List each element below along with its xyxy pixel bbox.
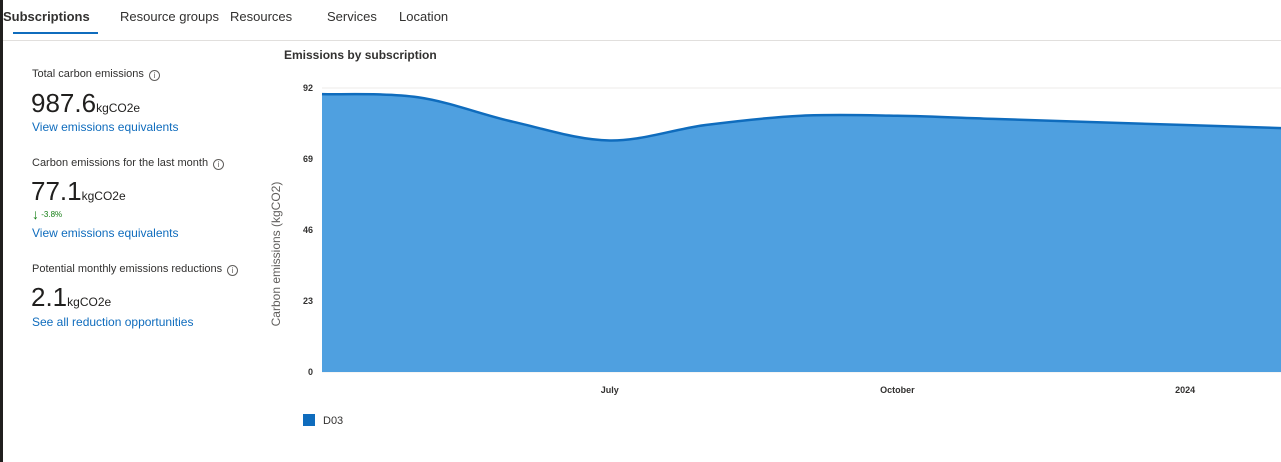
info-icon[interactable]: i [213,159,225,170]
total-emissions-label: Total carbon emissions i [32,68,160,81]
tab-resource-groups[interactable]: Resource groups [120,9,219,24]
y-tick-label: 23 [303,296,313,306]
last-month-emissions-number: 77.1 [31,176,82,206]
info-icon[interactable]: i [227,265,239,276]
y-tick-label: 69 [303,154,313,164]
y-tick-label: 92 [303,83,313,93]
reductions-value: 2.1kgCO2e [31,282,111,313]
x-tick-label: 2024 [1175,385,1195,395]
last-month-emissions-label: Carbon emissions for the last month i [32,157,225,170]
tab-subscriptions[interactable]: Subscriptions [3,9,90,24]
series-line-d03 [321,92,1281,142]
window-left-border [0,0,3,462]
total-emissions-label-text: Total carbon emissions [32,68,144,80]
reduction-opportunities-link[interactable]: See all reduction opportunities [32,315,194,329]
total-emissions-unit: kgCO2e [96,101,141,115]
last-month-delta-value: -3.8% [41,210,63,219]
y-tick-label: 46 [303,225,313,235]
series-area-d03 [322,94,1281,372]
tab-services[interactable]: Services [327,9,377,24]
legend-swatch[interactable] [303,414,315,426]
x-tick-label: October [880,385,915,395]
total-emissions-number: 987.6 [31,88,97,118]
total-emissions-equivalents-link[interactable]: View emissions equivalents [32,120,179,134]
last-month-emissions-unit: kgCO2e [81,189,126,203]
reductions-unit: kgCO2e [67,295,112,309]
info-icon[interactable]: i [148,70,160,81]
arrow-down-icon: ↓ [32,206,39,222]
reductions-number: 2.1 [31,282,68,312]
last-month-equivalents-link[interactable]: View emissions equivalents [32,226,179,240]
tab-bar: Subscriptions Resource groups Resources … [3,0,1281,41]
last-month-delta: ↓ -3.8% [32,206,62,222]
emissions-area-chart: 0 23 46 69 92 July October 2024 [303,83,1281,395]
chart-legend: D03 [303,414,343,427]
y-tick-label: 0 [308,367,313,377]
tab-location[interactable]: Location [399,9,449,24]
legend-label[interactable]: D03 [323,415,344,427]
last-month-emissions-label-text: Carbon emissions for the last month [32,157,209,169]
total-emissions-value: 987.6kgCO2e [31,88,140,119]
tab-resources[interactable]: Resources [230,9,293,24]
last-month-emissions-value: 77.1kgCO2e [31,176,126,207]
active-tab-indicator [13,32,98,34]
chart-title: Emissions by subscription [284,48,437,62]
reductions-label: Potential monthly emissions reductions i [32,263,239,276]
x-tick-label: July [601,385,619,395]
reductions-label-text: Potential monthly emissions reductions [32,263,223,275]
